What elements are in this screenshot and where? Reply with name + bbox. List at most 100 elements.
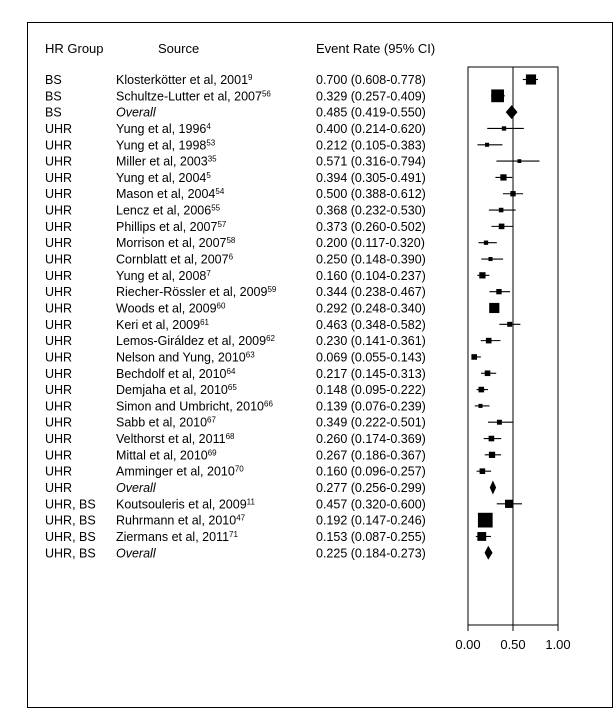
cell-event-rate: 0.225 (0.184-0.273) xyxy=(316,546,426,560)
cell-group: UHR, BS xyxy=(45,546,96,560)
cell-group: UHR xyxy=(45,465,72,479)
table-row: UHR Demjaha et al, 201065 0.148 (0.095-0.2… xyxy=(45,383,426,397)
cell-source-ref: 63 xyxy=(246,350,255,359)
point-estimate xyxy=(501,126,507,131)
cell-source: Simon and Umbricht, 201066 xyxy=(116,399,273,413)
table-row: UHR Lemos-Giráldez et al, 200962 0.230 (0.… xyxy=(45,334,426,348)
point-estimate xyxy=(505,499,514,508)
table-row: UHR Yung et al, 20087 0.160 (0.104-0.237) xyxy=(45,269,426,283)
cell-source-ref: 4 xyxy=(206,122,211,131)
table-row: UHR Keri et al, 200961 0.463 (0.348-0.582) xyxy=(45,318,426,332)
cell-source-name: Riecher-Rössler et al, 2009 xyxy=(116,285,268,299)
cell-source: Amminger et al, 201070 xyxy=(116,465,244,479)
point-estimate xyxy=(488,257,493,262)
cell-source-ref: 56 xyxy=(262,89,271,98)
cell-source-name: Miller et al, 2003 xyxy=(116,155,208,169)
cell-source-name: Yung et al, 1998 xyxy=(116,138,206,152)
cell-source-ref: 35 xyxy=(208,155,217,164)
x-tick-label: 0.00 xyxy=(455,637,480,652)
table-row: UHR Mittal et al, 201069 0.267 (0.186-0.36… xyxy=(45,448,426,462)
cell-event-rate: 0.292 (0.248-0.340) xyxy=(316,301,426,315)
table-row: UHR Yung et al, 20045 0.394 (0.305-0.491) xyxy=(45,171,426,185)
cell-group: BS xyxy=(45,106,62,120)
x-axis-ticks: 0.00 0.50 1.00 xyxy=(455,625,571,652)
cell-source-name: Woods et al, 2009 xyxy=(116,301,217,315)
cell-event-rate: 0.700 (0.608-0.778) xyxy=(316,73,426,87)
cell-group: UHR xyxy=(45,318,72,332)
cell-source-name: Amminger et al, 2010 xyxy=(116,465,235,479)
forest-marks xyxy=(471,67,540,625)
point-estimate xyxy=(491,89,504,103)
cell-source-name: Morrison et al, 2007 xyxy=(116,236,227,250)
cell-group: UHR xyxy=(45,350,72,364)
table-row: BS Schultze-Lutter et al, 200756 0.329 (0.… xyxy=(45,89,426,103)
cell-source-ref: 60 xyxy=(217,301,226,310)
table-row: UHR Bechdolf et al, 201064 0.217 (0.145-0.… xyxy=(45,367,426,381)
cell-group: UHR xyxy=(45,285,72,299)
cell-group: UHR, BS xyxy=(45,497,96,511)
cell-group: UHR xyxy=(45,204,72,218)
cell-source: Klosterkötter et al, 20019 xyxy=(116,73,253,87)
cell-source-name: Sabb et al, 2010 xyxy=(116,416,207,430)
cell-source-name: Lencz et al, 2006 xyxy=(116,204,211,218)
cell-group: UHR xyxy=(45,399,72,413)
cell-group: UHR xyxy=(45,138,72,152)
cell-group: UHR xyxy=(45,448,72,462)
cell-source-name: Ziermans et al, 2011 xyxy=(116,530,229,544)
cell-source-name: Koutsouleris et al, 2009 xyxy=(116,497,247,511)
cell-source: Yung et al, 199853 xyxy=(116,138,216,152)
cell-group: UHR xyxy=(45,432,72,446)
cell-event-rate: 0.212 (0.105-0.383) xyxy=(316,138,426,152)
point-estimate xyxy=(489,302,500,314)
cell-event-rate: 0.250 (0.148-0.390) xyxy=(316,253,426,267)
cell-source-ref: 61 xyxy=(200,318,209,327)
point-estimate xyxy=(478,403,483,408)
cell-source-name: Yung et al, 1996 xyxy=(116,122,206,136)
cell-group: UHR xyxy=(45,301,72,315)
table-row: UHR Amminger et al, 201070 0.160 (0.096-0.… xyxy=(45,465,426,479)
cell-event-rate: 0.571 (0.316-0.794) xyxy=(316,155,426,169)
table-row: UHR Yung et al, 199853 0.212 (0.105-0.383) xyxy=(45,138,426,152)
cell-source-ref: 71 xyxy=(229,530,238,539)
cell-source-name: Overall xyxy=(116,546,157,560)
cell-group: UHR xyxy=(45,367,72,381)
cell-source-ref: 58 xyxy=(226,236,235,245)
cell-source: Schultze-Lutter et al, 200756 xyxy=(116,89,271,103)
cell-event-rate: 0.457 (0.320-0.600) xyxy=(316,497,426,511)
cell-source-ref: 53 xyxy=(206,138,215,147)
table-row: UHR Sabb et al, 201067 0.349 (0.222-0.501) xyxy=(45,416,426,430)
cell-group: UHR, BS xyxy=(45,514,96,528)
cell-source: Yung et al, 20087 xyxy=(116,269,211,283)
cell-source-name: Ruhrmann et al, 2010 xyxy=(116,514,236,528)
cell-source-name: Cornblatt et al, 2007 xyxy=(116,253,229,267)
table-row: UHR Nelson and Yung, 201063 0.069 (0.055-0… xyxy=(45,350,426,364)
cell-source-name: Keri et al, 2009 xyxy=(116,318,200,332)
cell-source: Bechdolf et al, 201064 xyxy=(116,367,236,381)
cell-source: Sabb et al, 201067 xyxy=(116,416,216,430)
cell-event-rate: 0.349 (0.222-0.501) xyxy=(316,416,426,430)
cell-source-name: Yung et al, 2004 xyxy=(116,171,206,185)
cell-event-rate: 0.217 (0.145-0.313) xyxy=(316,367,426,381)
cell-source-name: Lemos-Giráldez et al, 2009 xyxy=(116,334,266,348)
cell-group: UHR xyxy=(45,334,72,348)
cell-event-rate: 0.267 (0.186-0.367) xyxy=(316,448,426,462)
cell-source: Velthorst et al, 201168 xyxy=(116,432,235,446)
cell-group: UHR xyxy=(45,220,72,234)
table-row: UHR Lencz et al, 200655 0.368 (0.232-0.530… xyxy=(45,204,426,218)
point-estimate xyxy=(517,159,522,163)
cell-source-name: Yung et al, 2008 xyxy=(116,269,206,283)
cell-event-rate: 0.139 (0.076-0.239) xyxy=(316,399,426,413)
table-row: UHR, BS Ziermans et al, 201171 0.153 (0.08… xyxy=(45,530,426,544)
cell-group: UHR xyxy=(45,481,72,495)
point-estimate xyxy=(500,174,507,181)
cell-event-rate: 0.500 (0.388-0.612) xyxy=(316,187,426,201)
cell-source: Ziermans et al, 201171 xyxy=(116,530,238,544)
cell-source: Ruhrmann et al, 201047 xyxy=(116,514,246,528)
point-estimate xyxy=(525,74,537,85)
cell-group: UHR xyxy=(45,269,72,283)
cell-source-ref: 9 xyxy=(248,73,253,82)
cell-source-name: Phillips et al, 2007 xyxy=(116,220,218,234)
cell-group: UHR xyxy=(45,236,72,250)
overall-diamond xyxy=(484,545,493,560)
overall-diamond xyxy=(505,105,518,120)
